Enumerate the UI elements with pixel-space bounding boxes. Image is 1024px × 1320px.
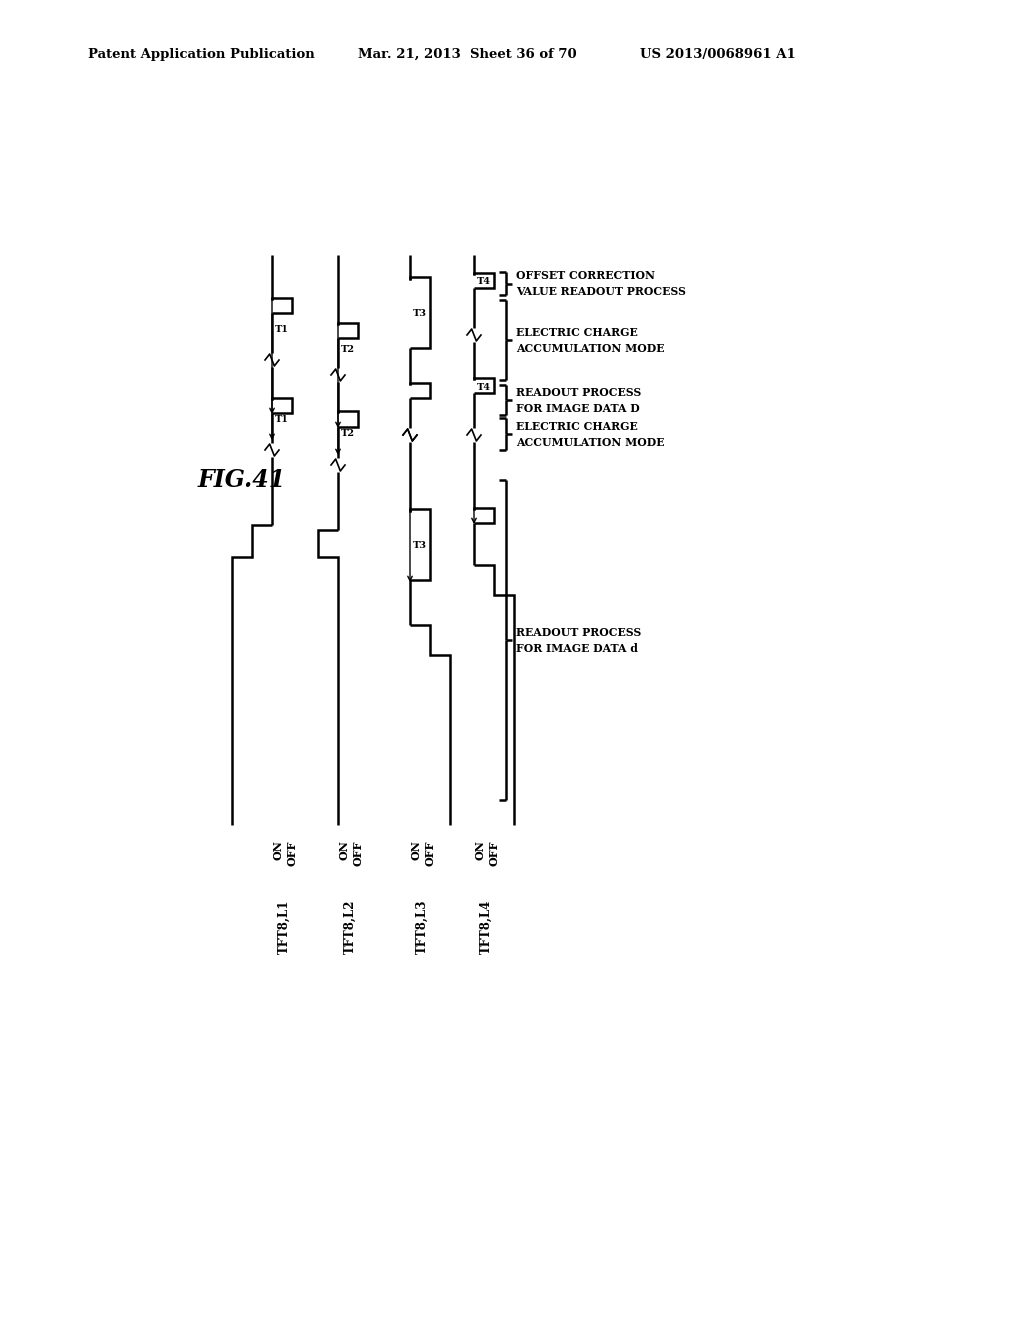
Text: VALUE READOUT PROCESS: VALUE READOUT PROCESS	[516, 286, 686, 297]
Text: T1: T1	[275, 326, 289, 334]
Text: ON: ON	[272, 840, 284, 859]
Text: OFFSET CORRECTION: OFFSET CORRECTION	[516, 271, 655, 281]
Text: FOR IMAGE DATA d: FOR IMAGE DATA d	[516, 643, 638, 653]
Text: READOUT PROCESS: READOUT PROCESS	[516, 627, 641, 638]
Text: ON: ON	[474, 840, 485, 859]
Text: OFF: OFF	[425, 840, 435, 866]
Text: OFF: OFF	[352, 840, 364, 866]
Text: T2: T2	[341, 345, 355, 354]
Text: ACCUMULATION MODE: ACCUMULATION MODE	[516, 342, 665, 354]
Text: T3: T3	[413, 541, 427, 550]
Text: ON: ON	[339, 840, 349, 859]
Text: TFT8,L4: TFT8,L4	[479, 900, 493, 954]
Text: ELECTRIC CHARGE: ELECTRIC CHARGE	[516, 326, 638, 338]
Text: Mar. 21, 2013  Sheet 36 of 70: Mar. 21, 2013 Sheet 36 of 70	[358, 48, 577, 61]
Text: T4: T4	[477, 277, 490, 286]
Text: Patent Application Publication: Patent Application Publication	[88, 48, 314, 61]
Text: US 2013/0068961 A1: US 2013/0068961 A1	[640, 48, 796, 61]
Text: T1: T1	[275, 416, 289, 425]
Text: OFF: OFF	[488, 840, 500, 866]
Text: T3: T3	[413, 309, 427, 318]
Text: OFF: OFF	[287, 840, 298, 866]
Text: TFT8,L1: TFT8,L1	[278, 900, 291, 954]
Text: ACCUMULATION MODE: ACCUMULATION MODE	[516, 437, 665, 447]
Text: READOUT PROCESS: READOUT PROCESS	[516, 387, 641, 397]
Text: ON: ON	[411, 840, 422, 859]
Text: FIG.41: FIG.41	[198, 469, 287, 492]
Text: T4: T4	[477, 383, 490, 392]
Text: ELECTRIC CHARGE: ELECTRIC CHARGE	[516, 421, 638, 432]
Text: FOR IMAGE DATA D: FOR IMAGE DATA D	[516, 403, 640, 413]
Text: TFT8,L2: TFT8,L2	[343, 900, 356, 954]
Text: TFT8,L3: TFT8,L3	[416, 900, 428, 954]
Text: T2: T2	[341, 429, 355, 438]
